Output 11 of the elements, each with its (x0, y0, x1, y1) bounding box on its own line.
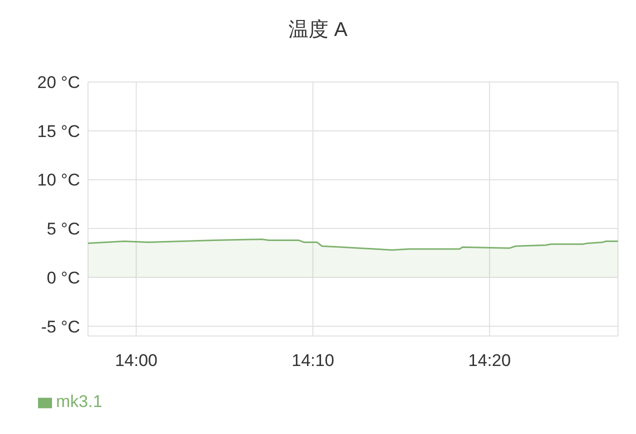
y-tick-label: 20 °C (37, 73, 80, 92)
y-tick-label: 5 °C (46, 220, 80, 239)
y-tick-label: 0 °C (46, 268, 80, 288)
y-tick-label: -5 °C (41, 317, 80, 336)
x-tick-label: 14:20 (468, 351, 511, 370)
x-tick-label: 14:10 (292, 351, 334, 370)
y-tick-label: 15 °C (37, 122, 80, 141)
x-tick-label: 14:00 (114, 351, 158, 370)
y-tick-label: 10 °C (37, 170, 80, 190)
legend-label: mk3.1 (56, 392, 102, 411)
chart-title: 温度 A (288, 18, 348, 43)
